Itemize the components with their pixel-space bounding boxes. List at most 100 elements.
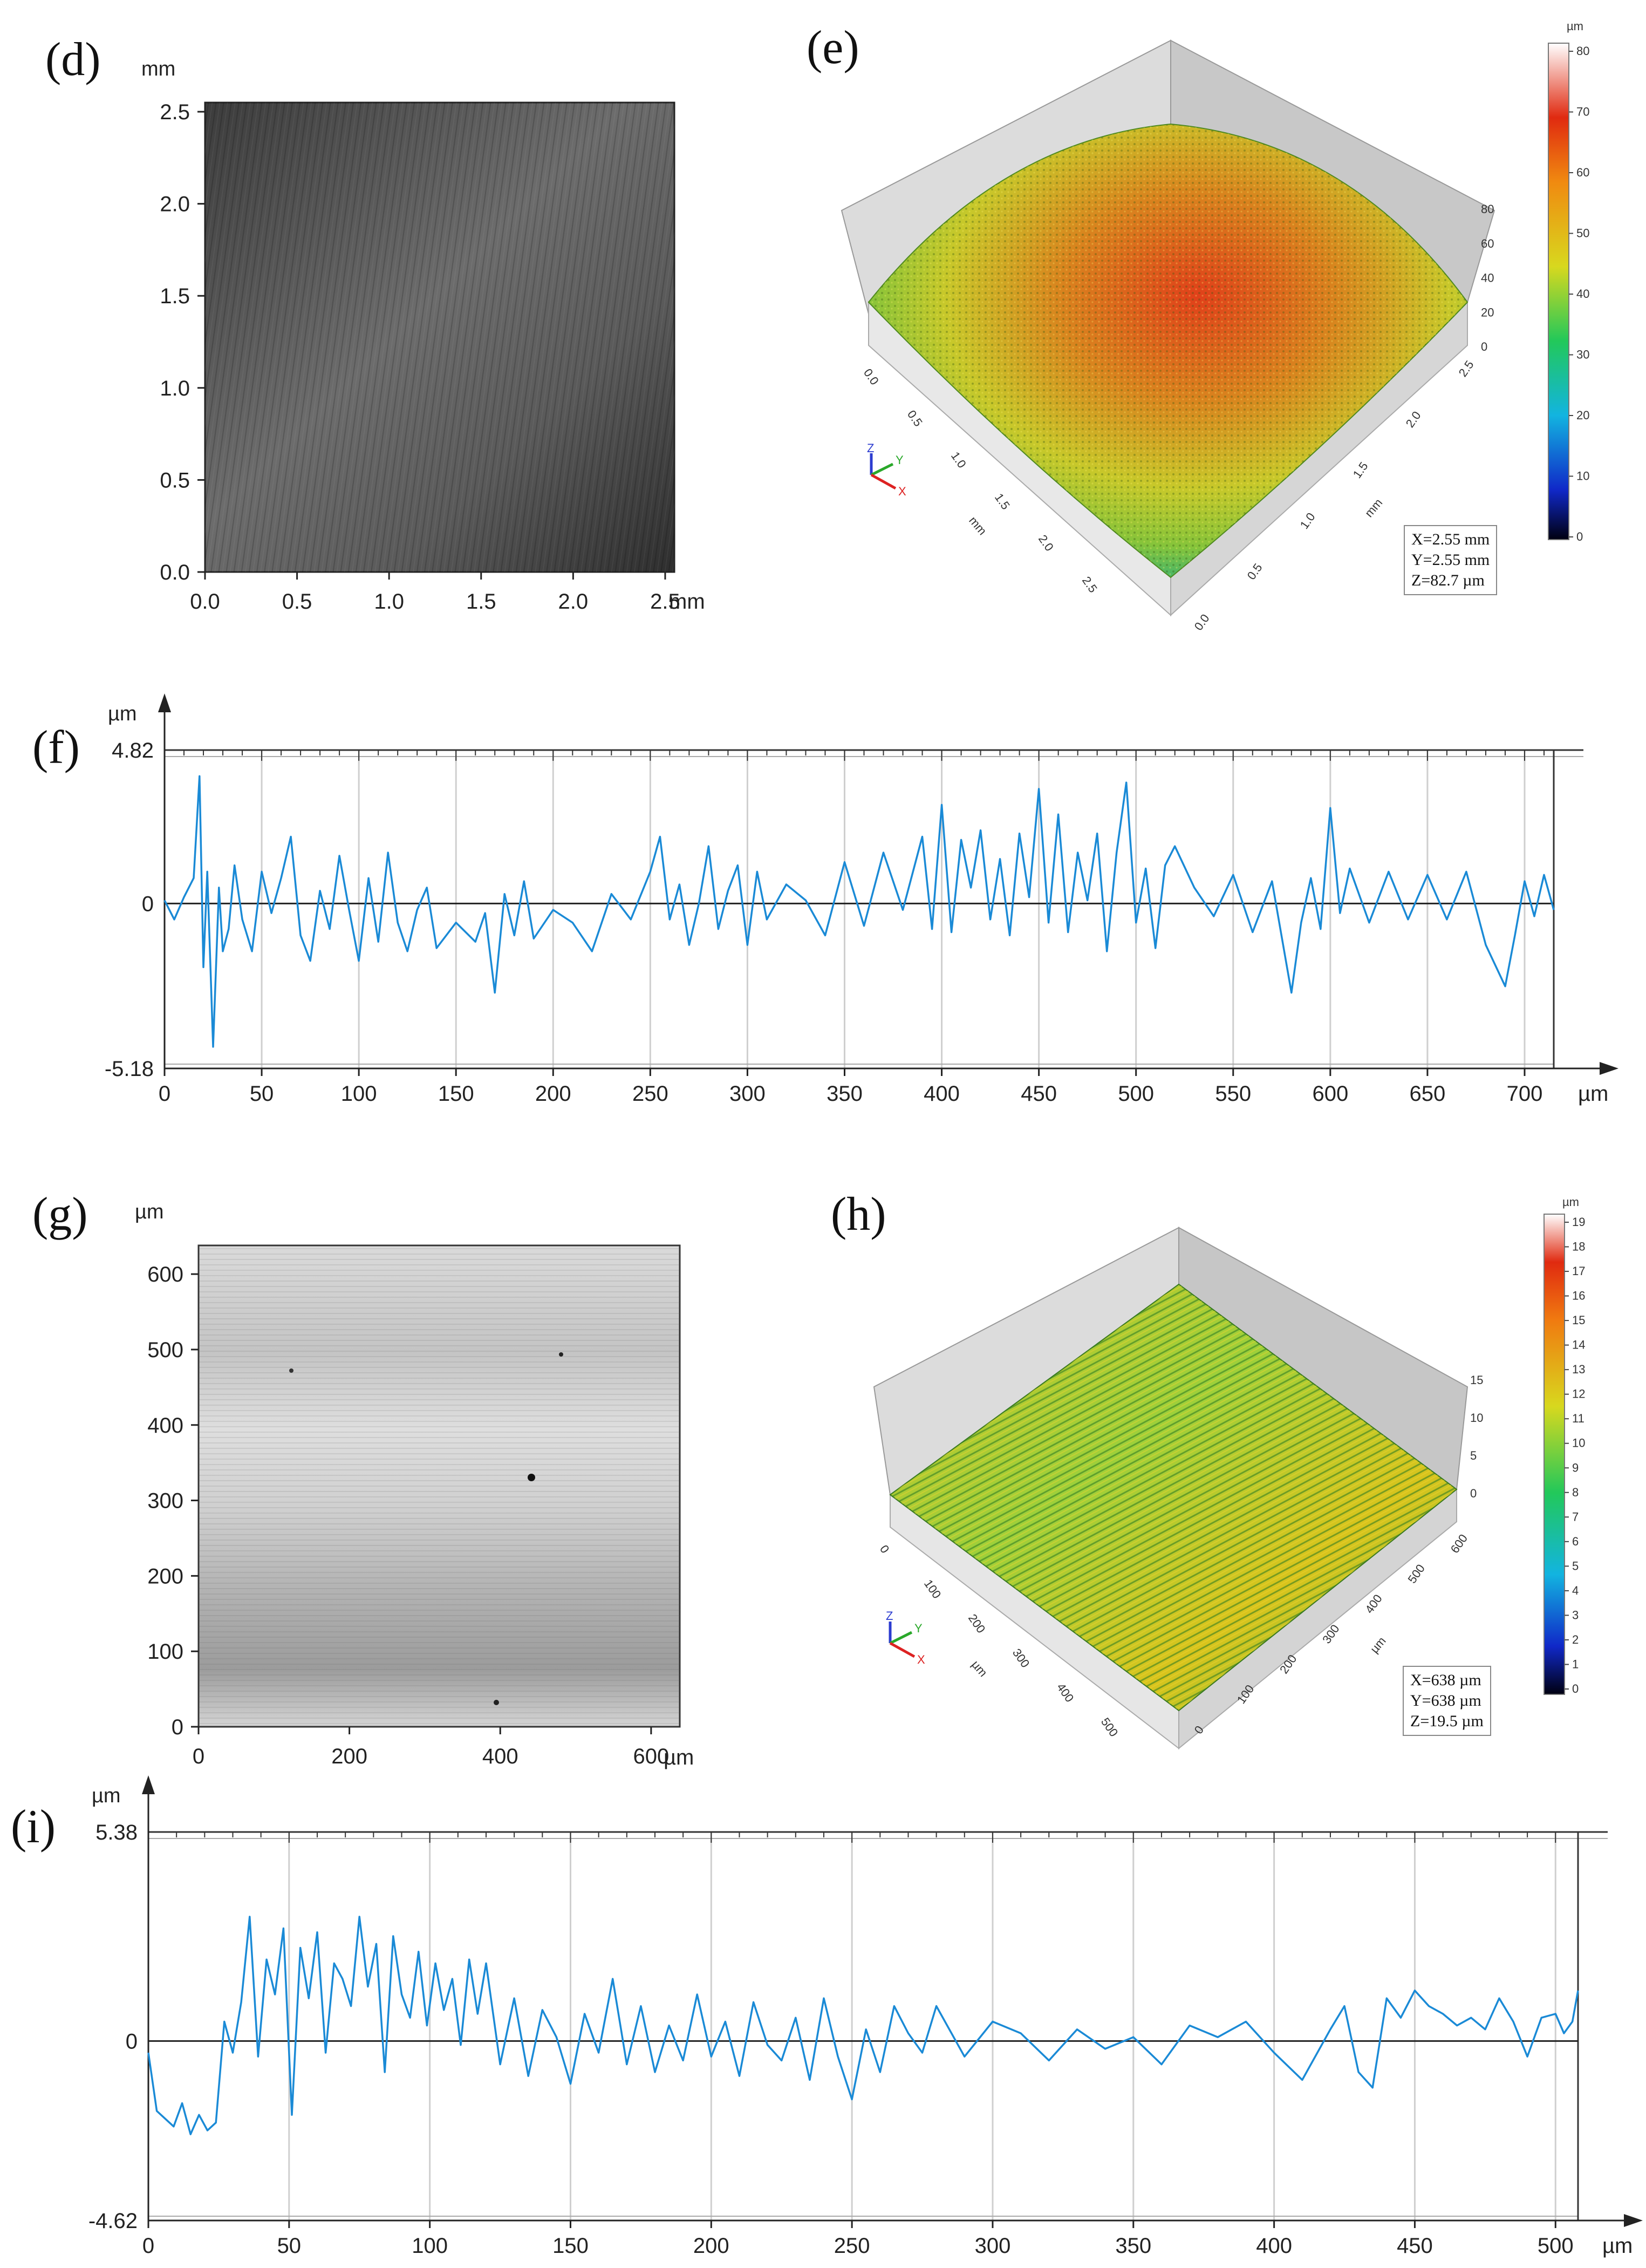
e-info-y: Y=2.55 mm xyxy=(1411,551,1490,569)
z-tick-label: 0 xyxy=(1470,1487,1477,1500)
x-axis-arrow-icon xyxy=(1624,2214,1643,2227)
x-tick-label: 100 xyxy=(341,1082,377,1106)
z-tick-label: 15 xyxy=(1470,1373,1483,1387)
y-tick-label: 1.5 xyxy=(160,284,190,308)
panel-label-f: (f) xyxy=(32,721,80,774)
y-tick-label: 0 xyxy=(142,892,154,916)
z-tick-label: 80 xyxy=(1481,202,1494,216)
x-tick-label: 150 xyxy=(552,2234,589,2258)
colorbar-tick-label: 19 xyxy=(1572,1215,1585,1229)
y-tick-label: 0 xyxy=(126,2029,138,2053)
colorbar-tick-label: 0 xyxy=(1572,1682,1579,1695)
y-tick-label: -4.62 xyxy=(88,2209,138,2233)
y-tick-label: 0 xyxy=(172,1715,183,1739)
x-tick-label: 450 xyxy=(1021,1082,1057,1106)
y-tick-label: 100 xyxy=(147,1640,183,1664)
y-tick-label: 1.0 xyxy=(160,377,190,400)
colorbar-tick-label: 5 xyxy=(1572,1559,1579,1572)
colorbar-tick-label: 20 xyxy=(1576,408,1589,422)
x-tick-label: 2.5 xyxy=(650,590,680,614)
y-axis-arrow-icon xyxy=(158,693,171,712)
colorbar-tick-label: 16 xyxy=(1572,1289,1585,1303)
colorbar-tick-label: 80 xyxy=(1576,44,1589,58)
h-info-z: Z=19.5 µm xyxy=(1410,1712,1484,1730)
panel-label-i: (i) xyxy=(11,1801,56,1853)
panel-label-h: (h) xyxy=(831,1188,886,1241)
x-tick-label: 200 xyxy=(331,1745,367,1768)
y-tick-label: 500 xyxy=(147,1338,183,1362)
z-tick-label: 40 xyxy=(1481,271,1494,285)
e-colorbar-unit: µm xyxy=(1567,19,1583,33)
h-info-box: X=638 µm Y=638 µm Z=19.5 µm xyxy=(1403,1666,1491,1736)
x-tick-label: 400 xyxy=(1256,2234,1292,2258)
x-tick-label: 300 xyxy=(729,1082,766,1106)
x-tick-label: 150 xyxy=(438,1082,474,1106)
x-tick-label: 200 xyxy=(535,1082,571,1106)
x-tick-label: 2.0 xyxy=(558,590,589,614)
y-tick-label: 2.5 xyxy=(160,100,190,124)
x-tick-label: 500 xyxy=(1118,1082,1154,1106)
colorbar-tick-label: 40 xyxy=(1576,287,1589,301)
colorbar-tick-label: 30 xyxy=(1576,348,1589,362)
svg-text:Y: Y xyxy=(896,453,904,467)
colorbar-tick-label: 3 xyxy=(1572,1608,1579,1622)
h-info-x: X=638 µm xyxy=(1410,1671,1481,1689)
h-info-y: Y=638 µm xyxy=(1410,1692,1481,1709)
z-tick-label: 60 xyxy=(1481,237,1494,250)
colorbar-tick-label: 4 xyxy=(1572,1584,1579,1597)
h-colorbar xyxy=(1543,1214,1565,1695)
x-axis-arrow-icon xyxy=(1600,1062,1618,1075)
y-tick-label: 200 xyxy=(147,1564,183,1588)
colorbar-tick-label: 1 xyxy=(1572,1657,1579,1671)
y-unit-label: µm xyxy=(108,703,137,725)
x-tick-label: 250 xyxy=(834,2234,870,2258)
g-y-unit: µm xyxy=(135,1201,164,1223)
y-axis-arrow-icon xyxy=(142,1775,155,1794)
x-tick-label: 650 xyxy=(1410,1082,1446,1106)
g-x-unit: µm xyxy=(664,1746,694,1769)
colorbar-tick-label: 11 xyxy=(1572,1412,1584,1425)
x-tick-label: 450 xyxy=(1397,2234,1433,2258)
colorbar-tick-label: 7 xyxy=(1572,1510,1579,1523)
y-tick-label: 0.0 xyxy=(160,561,190,584)
svg-text:X: X xyxy=(898,485,906,498)
y-tick-label: 400 xyxy=(147,1414,183,1438)
h-colorbar-unit: µm xyxy=(1562,1195,1579,1209)
svg-text:Y: Y xyxy=(914,1622,923,1635)
colorbar-tick-label: 50 xyxy=(1576,227,1589,240)
colorbar-tick-label: 12 xyxy=(1572,1387,1585,1401)
x-unit-label: µm xyxy=(1578,1082,1608,1106)
svg-text:X: X xyxy=(917,1653,925,1666)
panel-label-g: (g) xyxy=(32,1188,88,1241)
x-tick-label: 0.0 xyxy=(190,590,220,614)
colorbar-tick-label: 8 xyxy=(1572,1486,1579,1499)
x-tick-label: 100 xyxy=(412,2234,448,2258)
profile-line xyxy=(163,775,1555,1048)
y-unit-label: µm xyxy=(92,1785,121,1807)
panel-label-d: (d) xyxy=(45,33,101,86)
y-tick-label: 4.82 xyxy=(112,739,154,762)
x-tick-label: 400 xyxy=(482,1745,518,1768)
axis-triad-icon: Z Y X xyxy=(886,1609,925,1666)
x-tick-label: 0 xyxy=(142,2234,154,2258)
y-tick-label: -5.18 xyxy=(105,1057,154,1081)
x-tick-label: 250 xyxy=(632,1082,668,1106)
colorbar-tick-label: 14 xyxy=(1572,1338,1585,1352)
x-tick-label: 600 xyxy=(1312,1082,1348,1106)
colorbar-tick-label: 10 xyxy=(1572,1436,1585,1450)
colorbar-tick-label: 9 xyxy=(1572,1461,1579,1474)
axis-triad-icon: Z Y X xyxy=(867,441,906,498)
svg-text:Z: Z xyxy=(867,441,874,455)
x-tick-label: 50 xyxy=(250,1082,274,1106)
x-unit-label: µm xyxy=(1602,2234,1633,2258)
e-info-box: X=2.55 mm Y=2.55 mm Z=82.7 µm xyxy=(1404,525,1498,595)
svg-text:Z: Z xyxy=(886,1609,893,1623)
e-info-z: Z=82.7 µm xyxy=(1411,571,1485,589)
colorbar-tick-label: 15 xyxy=(1572,1313,1585,1327)
x-tick-label: 0 xyxy=(159,1082,170,1106)
